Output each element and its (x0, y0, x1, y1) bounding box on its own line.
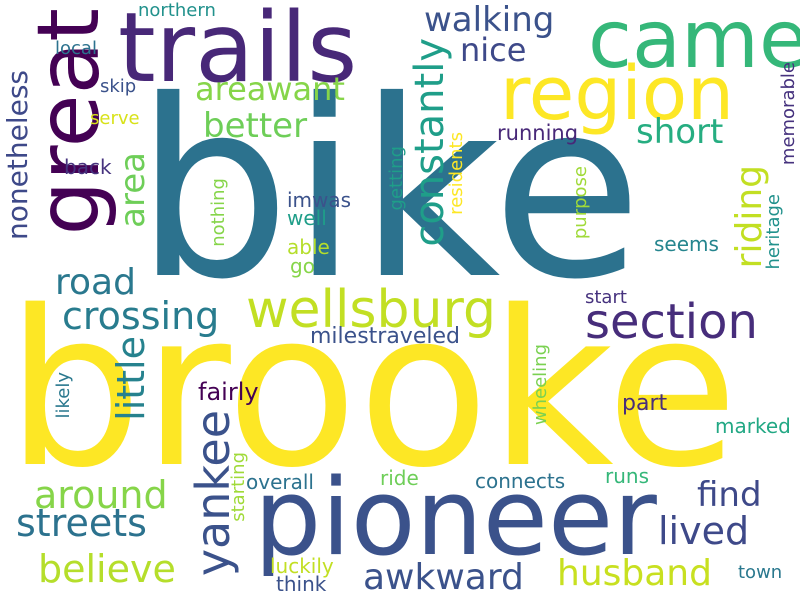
word-town: town (738, 562, 783, 583)
word-streets: streets (16, 501, 147, 545)
word-section: section (585, 294, 758, 350)
word-memorable: memorable (778, 62, 799, 166)
word-able: able (287, 235, 330, 259)
word-wheeling: wheeling (530, 344, 551, 426)
word-better: better (203, 106, 308, 146)
word-lived: lived (658, 509, 750, 553)
word-purpose: purpose (570, 166, 591, 240)
word-pioneer: pioneer (254, 456, 657, 579)
word-constantly: constantly (407, 38, 453, 247)
word-bike: bike (135, 48, 643, 333)
word-marked: marked (715, 414, 791, 438)
word-overall: overall (246, 470, 314, 494)
word-wellsburg: wellsburg (246, 280, 496, 340)
word-skip: skip (100, 76, 137, 97)
word-around: around (34, 473, 168, 517)
word-connects: connects (475, 469, 566, 493)
word-believe: believe (38, 547, 176, 591)
word-nonetheless: nonetheless (1, 70, 34, 240)
word-think: think (276, 572, 327, 596)
word-heritage: heritage (763, 194, 784, 270)
word-area: area (113, 152, 153, 228)
word-awkward: awkward (363, 557, 524, 598)
word-serve: serve (90, 108, 140, 129)
word-local: local (55, 38, 97, 59)
word-residents: residents (446, 132, 467, 215)
word-walking: walking (424, 0, 555, 40)
word-likely: likely (53, 372, 74, 419)
word-seems: seems (654, 232, 719, 256)
word-region: region (500, 51, 735, 137)
word-nothing: nothing (208, 178, 229, 247)
word-fairly: fairly (198, 378, 259, 406)
word-back: back (64, 155, 112, 179)
word-getting: getting (386, 146, 407, 211)
word-go: go (290, 254, 315, 278)
word-start: start (585, 287, 627, 308)
word-nice: nice (460, 31, 527, 69)
word-running: running (497, 121, 579, 145)
word-brooke: brooke (6, 264, 739, 515)
word-areawant: areawant (195, 70, 345, 108)
word-little: little (109, 336, 153, 421)
word-northern: northern (138, 0, 216, 21)
word-road: road (55, 262, 136, 303)
word-part: part (622, 391, 668, 416)
word-short: short (636, 112, 724, 152)
word-luckily: luckily (270, 554, 334, 578)
word-milestraveled: milestraveled (310, 324, 460, 349)
word-ride: ride (380, 466, 419, 490)
word-runs: runs (605, 464, 649, 488)
word-crossing: crossing (62, 294, 220, 338)
word-starting: starting (228, 452, 249, 522)
word-husband: husband (557, 553, 712, 594)
word-imwas: imwas (287, 188, 352, 212)
word-came: came (588, 0, 800, 86)
word-well: well (287, 206, 327, 230)
word-trails: trails (118, 0, 358, 104)
word-find: find (697, 475, 762, 515)
